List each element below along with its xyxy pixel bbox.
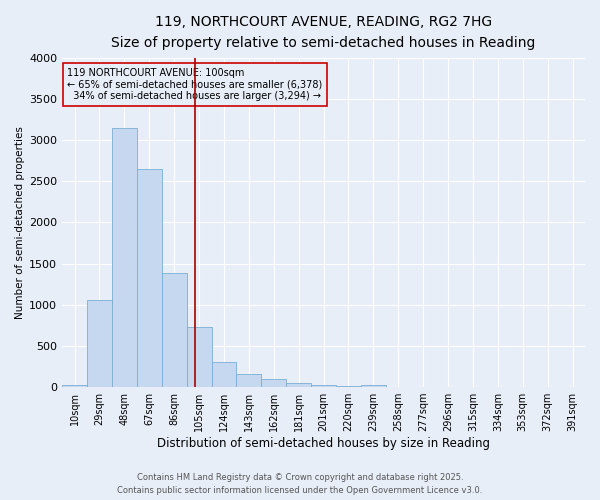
Bar bbox=[311, 384, 336, 387]
Bar bbox=[361, 385, 386, 387]
Bar bbox=[212, 362, 236, 387]
Bar bbox=[162, 274, 187, 387]
Bar bbox=[262, 380, 286, 387]
Bar bbox=[112, 128, 137, 387]
Text: Contains HM Land Registry data © Crown copyright and database right 2025.
Contai: Contains HM Land Registry data © Crown c… bbox=[118, 474, 482, 495]
Bar bbox=[187, 327, 212, 387]
Text: 119 NORTHCOURT AVENUE: 100sqm
← 65% of semi-detached houses are smaller (6,378)
: 119 NORTHCOURT AVENUE: 100sqm ← 65% of s… bbox=[67, 68, 323, 101]
Bar bbox=[137, 169, 162, 387]
Bar bbox=[87, 300, 112, 387]
Bar bbox=[286, 383, 311, 387]
Bar bbox=[336, 386, 361, 387]
X-axis label: Distribution of semi-detached houses by size in Reading: Distribution of semi-detached houses by … bbox=[157, 437, 490, 450]
Bar bbox=[236, 374, 262, 387]
Y-axis label: Number of semi-detached properties: Number of semi-detached properties bbox=[15, 126, 25, 319]
Title: 119, NORTHCOURT AVENUE, READING, RG2 7HG
Size of property relative to semi-detac: 119, NORTHCOURT AVENUE, READING, RG2 7HG… bbox=[112, 15, 536, 50]
Bar bbox=[62, 386, 87, 387]
